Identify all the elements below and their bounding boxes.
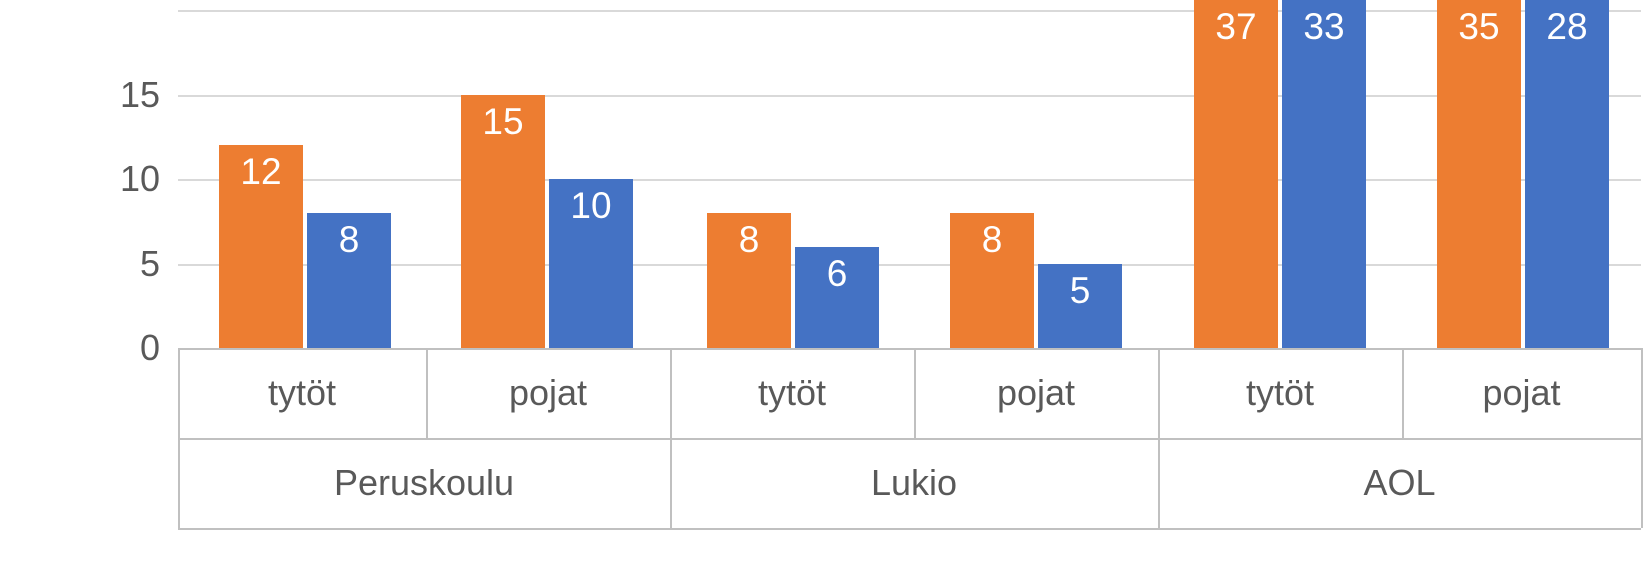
x-subgroup-label: tytöt xyxy=(1158,348,1402,438)
bar-a: 8 xyxy=(707,213,791,348)
bar-value-label: 8 xyxy=(950,219,1034,261)
bar-b: 33 xyxy=(1282,0,1366,348)
x-subgroup-label: tytöt xyxy=(178,348,426,438)
bar-value-label: 15 xyxy=(461,101,545,143)
axis-divider xyxy=(1402,348,1404,438)
x-group-label: AOL xyxy=(1158,438,1641,528)
axis-divider xyxy=(1158,348,1160,438)
axis-divider xyxy=(670,348,672,438)
x-axis: tytötpojattytötpojattytötpojatPeruskoulu… xyxy=(178,348,1641,528)
bar-value-label: 6 xyxy=(795,253,879,295)
y-tick-label: 5 xyxy=(140,243,178,285)
bar-b: 10 xyxy=(549,179,633,348)
axis-divider xyxy=(426,348,428,438)
grid-line xyxy=(178,95,1641,97)
axis-divider xyxy=(178,528,1641,530)
bar-value-label: 28 xyxy=(1525,6,1609,48)
bar-value-label: 12 xyxy=(219,151,303,193)
x-subgroup-label: pojat xyxy=(426,348,670,438)
x-subgroup-label: pojat xyxy=(1402,348,1641,438)
y-tick-label: 10 xyxy=(120,158,178,200)
bar-a: 35 xyxy=(1437,0,1521,348)
bar-b: 6 xyxy=(795,247,879,348)
bar-value-label: 35 xyxy=(1437,6,1521,48)
bar-a: 12 xyxy=(219,145,303,348)
y-tick-label: 0 xyxy=(140,327,178,369)
axis-divider xyxy=(670,438,672,528)
bar-value-label: 5 xyxy=(1038,270,1122,312)
bar-value-label: 8 xyxy=(707,219,791,261)
axis-divider xyxy=(914,348,916,438)
bar-b: 5 xyxy=(1038,264,1122,348)
bar-b: 28 xyxy=(1525,0,1609,348)
bar-value-label: 33 xyxy=(1282,6,1366,48)
bar-value-label: 37 xyxy=(1194,6,1278,48)
x-subgroup-label: tytöt xyxy=(670,348,914,438)
bar-a: 15 xyxy=(461,95,545,348)
bar-value-label: 10 xyxy=(549,185,633,227)
bar-b: 8 xyxy=(307,213,391,348)
y-tick-label: 15 xyxy=(120,74,178,116)
axis-divider xyxy=(178,348,180,438)
x-group-label: Peruskoulu xyxy=(178,438,670,528)
grid-line xyxy=(178,179,1641,181)
x-subgroup-label: pojat xyxy=(914,348,1158,438)
axis-divider xyxy=(1158,438,1160,528)
bar-value-label: 8 xyxy=(307,219,391,261)
bar-chart: 0510151281510868537333528tytötpojattytöt… xyxy=(0,0,1643,569)
grid-line xyxy=(178,264,1641,266)
axis-divider xyxy=(178,438,1641,440)
bar-a: 8 xyxy=(950,213,1034,348)
plot-area: 0510151281510868537333528 xyxy=(178,0,1641,348)
x-group-label: Lukio xyxy=(670,438,1158,528)
grid-line xyxy=(178,10,1641,12)
bar-a: 37 xyxy=(1194,0,1278,348)
axis-divider xyxy=(178,438,180,528)
